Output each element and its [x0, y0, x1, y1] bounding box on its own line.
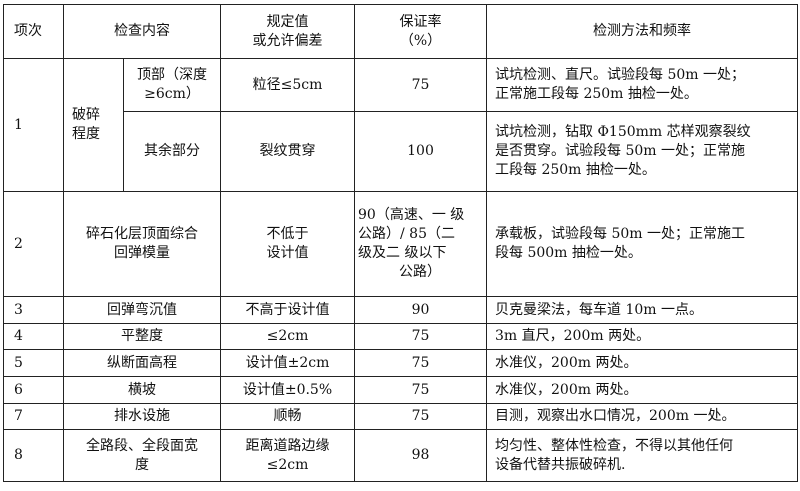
row-index: 8	[3, 429, 64, 482]
row-rate: 75	[354, 376, 487, 404]
row-item: 排水设施	[63, 403, 221, 430]
table-row: 1 破碎 程度 顶部（深度 ≥6cm） 粒径≤5cm 75 试坑检测、直尺。试验段每…	[3, 58, 798, 192]
row-method: 试坑检测，钻取 Φ150mm 芯样观察裂纹 是否贯穿。试验段每 50m 一处；正常…	[486, 111, 798, 192]
table-row: 其余部分 裂纹贯穿 100 试坑检测，钻取 Φ150mm 芯样观察裂纹 是否贯穿。…	[4, 111, 798, 192]
row-method: 均匀性、整体性检查，不得以其他任何 设备代替共振破碎机.	[486, 429, 798, 482]
row-item: 全路段、全段面宽度	[63, 429, 221, 482]
row-index: 1	[3, 58, 64, 192]
row-item: 平整度	[63, 323, 221, 350]
row-method: 水准仪，200m 两处。	[486, 349, 798, 377]
table-row: 7 排水设施 顺畅 75 目测，观察出水口情况，200m 一处。	[3, 403, 798, 430]
table-row: 8 全路段、全段面宽度 距离道路边缘 ≤2cm 98 均匀性、整体性检查，不得以其…	[3, 429, 798, 482]
row-rate: 75	[354, 58, 487, 112]
row-method: 水准仪，200m 两处。	[486, 376, 798, 404]
row-spec: 粒径≤5cm	[220, 58, 355, 112]
table-row: 3 回弹弯沉值 不高于设计值 90 贝克曼梁法，每车道 10m 一点。	[3, 296, 798, 324]
inspection-table: 项次 检查内容 规定值 或允许偏差 保证率 （%） 检测方法和频率 1 破碎 程度 顶…	[3, 4, 798, 482]
row-item: 其余部分	[123, 111, 221, 192]
row-method: 目测，观察出水口情况，200m 一处。	[486, 403, 798, 430]
header-spec: 规定值 或允许偏差	[220, 4, 355, 59]
row-method: 3m 直尺，200m 两处。	[486, 323, 798, 350]
row-index: 5	[3, 349, 64, 377]
row-spec: 顺畅	[220, 403, 355, 430]
row-index: 4	[3, 323, 64, 350]
header-row: 项次 检查内容 规定值 或允许偏差 保证率 （%） 检测方法和频率	[3, 4, 798, 59]
row-spec: 距离道路边缘 ≤2cm	[220, 429, 355, 482]
table-row: 5 纵断面高程 设计值±2cm 75 水准仪，200m 两处。	[3, 349, 798, 377]
row-rate: 75	[354, 403, 487, 430]
row-item: 顶部（深度 ≥6cm）	[123, 58, 221, 112]
row-group: 破碎 程度	[63, 58, 124, 192]
header-rate: 保证率 （%）	[354, 4, 487, 59]
row-method: 试坑检测、直尺。试验段每 50m 一处； 正常施工段每 250m 抽检一处。	[486, 58, 798, 112]
table-row: 2 碎石化层顶面综合 回弹模量 不低于 设计值 90（高速、一 级公路）/ 85（二…	[3, 191, 798, 297]
row-rate: 98	[354, 429, 487, 482]
row-index: 3	[3, 296, 64, 324]
row-rate: 75	[354, 323, 487, 350]
row-method: 承载板，试验段每 50m 一处；正常施工 段每 500m 抽检一处。	[486, 191, 798, 297]
table-row: 6 横坡 设计值±0.5% 75 水准仪，200m 两处。	[3, 376, 798, 404]
row-spec: 裂纹贯穿	[220, 111, 355, 192]
header-content: 检查内容	[63, 4, 221, 59]
row-item: 回弹弯沉值	[63, 296, 221, 324]
row-spec: ≤2cm	[220, 323, 355, 350]
row-rate: 90（高速、一 级公路）/ 85（二 级及二 级以下 公路）	[354, 191, 487, 297]
row-rate: 75	[354, 349, 487, 377]
row-spec: 设计值±2cm	[220, 349, 355, 377]
row-spec: 不低于 设计值	[220, 191, 355, 297]
row-index: 2	[3, 191, 64, 297]
row-item: 纵断面高程	[63, 349, 221, 377]
header-method: 检测方法和频率	[486, 4, 798, 59]
row-item: 碎石化层顶面综合 回弹模量	[63, 191, 221, 297]
row-spec: 不高于设计值	[220, 296, 355, 324]
row-rate: 100	[354, 111, 487, 192]
row-method: 贝克曼梁法，每车道 10m 一点。	[486, 296, 798, 324]
table-row: 4 平整度 ≤2cm 75 3m 直尺，200m 两处。	[3, 323, 798, 350]
row-index: 7	[3, 403, 64, 430]
row-spec: 设计值±0.5%	[220, 376, 355, 404]
row-rate: 90	[354, 296, 487, 324]
row-item: 横坡	[63, 376, 221, 404]
row-index: 6	[3, 376, 64, 404]
header-index: 项次	[3, 4, 64, 59]
